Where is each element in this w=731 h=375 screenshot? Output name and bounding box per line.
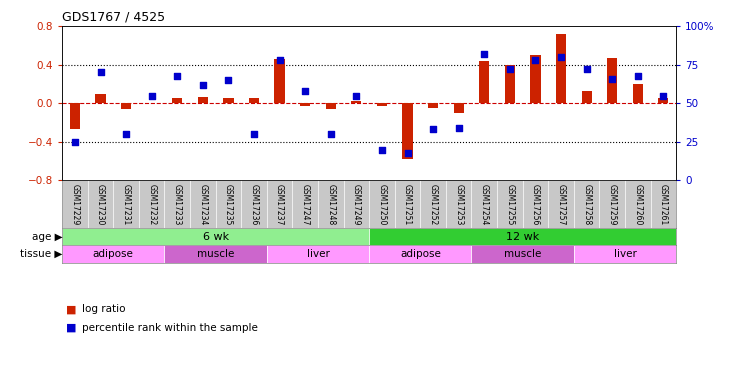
Bar [267, 245, 369, 262]
Point [69, 139, 81, 145]
Text: muscle: muscle [504, 249, 542, 259]
Bar [369, 245, 471, 262]
Point [120, 131, 132, 137]
Bar [403, 103, 413, 159]
Bar [326, 103, 336, 109]
Text: log ratio: log ratio [82, 304, 126, 314]
Text: GSM17233: GSM17233 [173, 184, 182, 225]
Point [325, 131, 336, 137]
Point [145, 93, 158, 99]
Bar [659, 98, 668, 103]
Bar [173, 99, 183, 103]
Point [453, 125, 465, 131]
Text: GSM17261: GSM17261 [659, 184, 668, 225]
Text: ■: ■ [66, 304, 76, 314]
Text: GSM17230: GSM17230 [96, 184, 105, 225]
Text: GSM17231: GSM17231 [121, 184, 131, 225]
Bar [249, 99, 259, 103]
Text: GSM17258: GSM17258 [582, 184, 591, 225]
Bar [556, 34, 566, 103]
Bar [480, 61, 490, 103]
Point [376, 147, 387, 153]
Text: GSM17255: GSM17255 [505, 184, 515, 225]
Point [273, 57, 285, 63]
Point [351, 93, 363, 99]
Text: GSM17234: GSM17234 [198, 184, 208, 225]
Bar [471, 245, 574, 262]
Bar [453, 103, 464, 113]
Point [249, 131, 260, 137]
Point [300, 88, 311, 94]
Text: GSM17257: GSM17257 [556, 184, 566, 225]
Bar [300, 103, 311, 106]
Text: GSM17260: GSM17260 [633, 184, 643, 225]
Text: GSM17237: GSM17237 [275, 184, 284, 225]
Text: GSM17232: GSM17232 [147, 184, 156, 225]
Bar [607, 58, 617, 103]
Bar [352, 101, 362, 103]
Text: 6 wk: 6 wk [202, 232, 229, 242]
Text: liver: liver [613, 249, 637, 259]
Bar [275, 59, 284, 103]
Point [402, 150, 414, 156]
Bar [197, 96, 208, 103]
Text: 12 wk: 12 wk [506, 232, 539, 242]
Text: GSM17252: GSM17252 [428, 184, 438, 225]
Point [95, 69, 107, 75]
Point [222, 77, 234, 83]
Text: GSM17249: GSM17249 [352, 184, 361, 225]
Bar [377, 103, 387, 106]
Text: muscle: muscle [197, 249, 235, 259]
Text: GSM17247: GSM17247 [300, 184, 310, 225]
Bar [633, 84, 643, 103]
Point [556, 54, 567, 60]
Point [529, 57, 541, 63]
Point [658, 93, 670, 99]
Bar [582, 91, 592, 103]
Bar [574, 245, 676, 262]
Point [632, 72, 644, 78]
Point [581, 66, 593, 72]
Text: GDS1767 / 4525: GDS1767 / 4525 [62, 11, 165, 24]
Bar [164, 245, 267, 262]
Text: GSM17254: GSM17254 [480, 184, 489, 225]
Bar [62, 245, 164, 262]
Text: GSM17253: GSM17253 [454, 184, 463, 225]
Text: tissue ▶: tissue ▶ [20, 249, 62, 259]
Text: liver: liver [306, 249, 330, 259]
Text: GSM17236: GSM17236 [249, 184, 259, 225]
Text: GSM17248: GSM17248 [326, 184, 336, 225]
Bar [504, 65, 515, 103]
Text: ■: ■ [66, 323, 76, 333]
Bar [531, 55, 540, 103]
Text: age ▶: age ▶ [31, 232, 62, 242]
Bar [369, 228, 676, 245]
Bar [62, 228, 369, 245]
Text: GSM17259: GSM17259 [607, 184, 617, 225]
Point [478, 51, 490, 57]
Text: GSM17251: GSM17251 [403, 184, 412, 225]
Text: adipose: adipose [93, 249, 134, 259]
Point [504, 66, 516, 72]
Text: GSM17256: GSM17256 [531, 184, 540, 225]
Text: GSM17229: GSM17229 [70, 184, 80, 225]
Bar [224, 99, 234, 103]
Text: GSM17250: GSM17250 [377, 184, 387, 225]
Bar [121, 103, 132, 109]
Bar [428, 103, 439, 108]
Text: adipose: adipose [400, 249, 441, 259]
Point [197, 82, 209, 88]
Point [606, 76, 618, 82]
Point [171, 72, 183, 78]
Bar [95, 94, 106, 103]
Bar [70, 103, 80, 129]
Point [427, 126, 439, 132]
Text: GSM17235: GSM17235 [224, 184, 233, 225]
Text: percentile rank within the sample: percentile rank within the sample [82, 323, 258, 333]
